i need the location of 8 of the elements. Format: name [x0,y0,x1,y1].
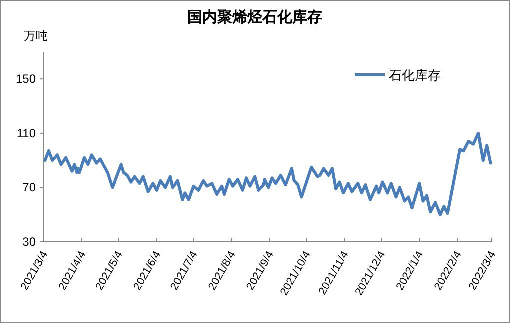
y-tick-label: 110 [16,126,36,140]
y-axis-title: 万吨 [24,29,48,43]
legend-label: 石化库存 [389,68,441,83]
y-tick-label: 150 [16,72,36,86]
chart-title: 国内聚烯烃石化库存 [188,8,322,26]
y-tick-label: 70 [22,180,36,195]
line-series [44,132,492,216]
y-tick-label: 30 [22,235,36,249]
